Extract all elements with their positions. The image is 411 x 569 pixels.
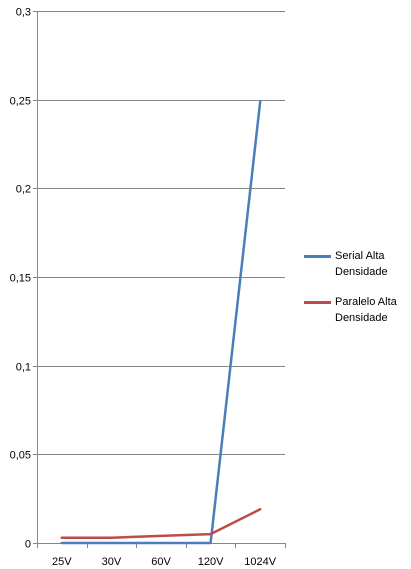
series-line-0 xyxy=(60,100,262,545)
y-tick-label: 0,1 xyxy=(16,362,31,374)
legend-item-paralelo: Paralelo Alta Densidade xyxy=(304,294,409,326)
series-line-1 xyxy=(60,508,262,539)
legend-label-paralelo: Paralelo Alta Densidade xyxy=(335,296,397,324)
y-tick-label: 0,3 xyxy=(16,7,31,19)
x-tick-label: 60V xyxy=(151,556,171,568)
y-axis-ticks: 0 0,05 0,1 0,15 0,2 0,25 0,3 xyxy=(10,7,31,551)
y-tick-label: 0,15 xyxy=(10,273,31,285)
y-tick-label: 0,2 xyxy=(16,184,31,196)
legend-swatch-paralelo xyxy=(304,301,331,304)
x-tick-label: 1024V xyxy=(244,556,276,568)
legend: Serial Alta Densidade Paralelo Alta Dens… xyxy=(304,248,409,340)
gridlines xyxy=(33,11,285,544)
y-tick-label: 0 xyxy=(25,539,31,551)
y-tick-label: 0,05 xyxy=(10,450,31,462)
legend-item-serial: Serial Alta Densidade xyxy=(304,248,409,280)
x-tick-label: 30V xyxy=(102,556,122,568)
y-tick-label: 0,25 xyxy=(10,96,31,108)
legend-swatch-serial xyxy=(304,255,331,258)
legend-label-serial: Serial Alta Densidade xyxy=(335,250,388,278)
x-axis-ticks: 25V 30V 60V 120V 1024V xyxy=(37,543,286,568)
series-lines xyxy=(60,100,262,545)
x-tick-label: 120V xyxy=(198,556,224,568)
x-tick-label: 25V xyxy=(52,556,72,568)
